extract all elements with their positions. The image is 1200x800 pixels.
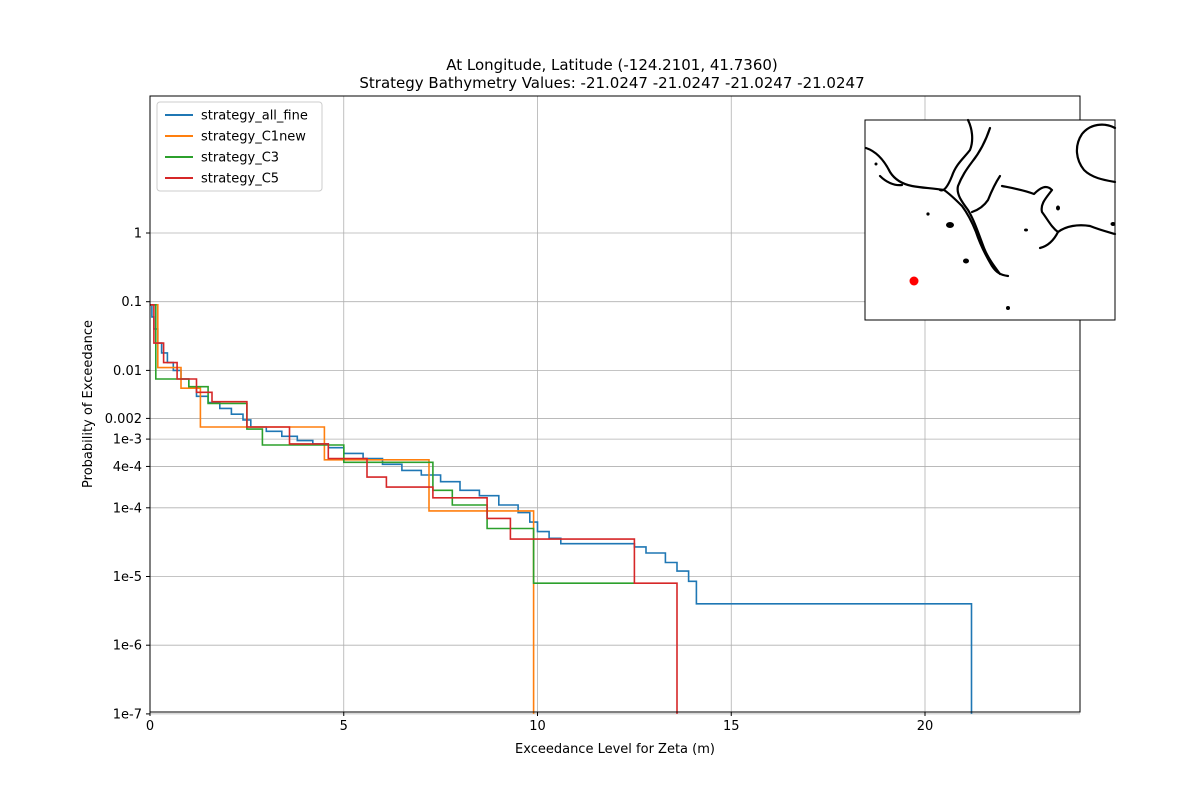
y-tick-label: 0.01 bbox=[113, 364, 142, 379]
grid-lines bbox=[149, 96, 1080, 715]
legend-frame bbox=[156, 101, 323, 192]
island bbox=[1024, 228, 1028, 232]
y-tick-label: 1 bbox=[134, 227, 142, 242]
y-tick-label: 1e-3 bbox=[113, 433, 142, 448]
x-tick-label: 20 bbox=[917, 719, 934, 734]
island bbox=[926, 212, 930, 216]
y-tick-label: 0.002 bbox=[105, 412, 142, 427]
legend-label: strategy_all_fine bbox=[201, 109, 308, 124]
x-tick-label: 10 bbox=[529, 719, 546, 734]
plot-area bbox=[150, 304, 973, 714]
island bbox=[1006, 306, 1010, 310]
island bbox=[963, 258, 969, 264]
series-line-strategy_C1new bbox=[150, 304, 535, 714]
islands bbox=[874, 162, 1116, 310]
chart-subtitle: Strategy Bathymetry Values: -21.0247 -21… bbox=[359, 74, 864, 92]
inset-map bbox=[864, 118, 1117, 321]
x-axis-ticks: 0 5 10 15 20 bbox=[146, 712, 933, 734]
legend: strategy_all_fine strategy_C1new strategy_… bbox=[156, 101, 323, 192]
x-tick-label: 5 bbox=[340, 719, 348, 734]
y-tick-label: 4e-4 bbox=[113, 460, 142, 475]
y-tick-label: 1e-4 bbox=[113, 501, 142, 516]
island bbox=[874, 162, 878, 166]
island bbox=[1110, 222, 1116, 226]
island bbox=[1056, 205, 1060, 211]
y-axis-label: Probability of Exceedance bbox=[81, 320, 96, 488]
island bbox=[946, 222, 954, 228]
location-marker bbox=[909, 276, 919, 286]
legend-label: strategy_C5 bbox=[201, 172, 279, 187]
y-tick-label: 0.1 bbox=[121, 295, 142, 310]
x-tick-label: 0 bbox=[146, 719, 154, 734]
y-tick-label: 1e-5 bbox=[113, 570, 142, 585]
inset-map-frame bbox=[864, 119, 1116, 321]
y-axis-ticks: 1 0.1 0.01 0.002 1e-3 4e-4 1e-4 1e-5 1e-6 1e-7 bbox=[105, 227, 150, 722]
axes-frame bbox=[149, 95, 1081, 713]
series-line-strategy_C5 bbox=[150, 304, 678, 714]
legend-label: strategy_C1new bbox=[201, 130, 306, 145]
legend-label: strategy_C3 bbox=[201, 151, 279, 166]
coastline bbox=[864, 118, 1117, 278]
x-axis-label: Exceedance Level for Zeta (m) bbox=[515, 742, 715, 757]
y-tick-label: 1e-7 bbox=[113, 707, 142, 722]
x-tick-label: 15 bbox=[723, 719, 740, 734]
chart-title: At Longitude, Latitude (-124.2101, 41.73… bbox=[446, 56, 778, 74]
y-tick-label: 1e-6 bbox=[113, 639, 142, 654]
